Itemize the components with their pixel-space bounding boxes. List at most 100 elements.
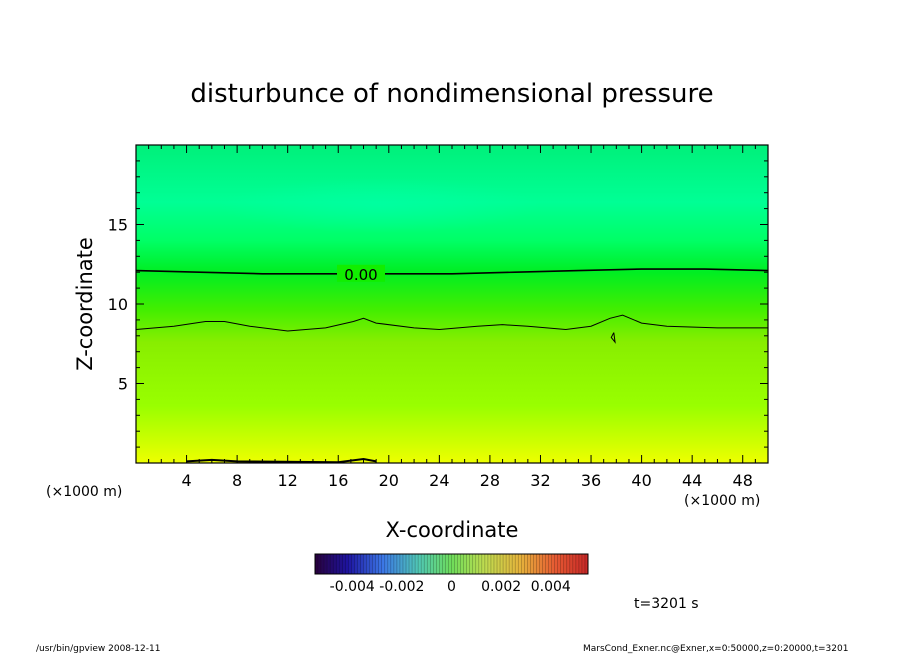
colorbar-cell <box>578 554 583 574</box>
colorbar-cell <box>469 554 474 574</box>
colorbar-cell <box>490 554 495 574</box>
colorbar-cell <box>572 554 577 574</box>
colorbar-cell <box>399 554 404 574</box>
colorbar-cell <box>521 554 525 574</box>
colorbar-tick-label: -0.004 <box>330 579 375 595</box>
colorbar-cell <box>539 554 543 574</box>
colorbar-cell <box>512 554 516 574</box>
x-tick-label: 32 <box>530 471 550 490</box>
colorbar-cell <box>497 554 501 574</box>
colorbar-cell <box>324 554 328 574</box>
colorbar-cell <box>472 554 477 574</box>
colorbar-cell <box>402 554 407 574</box>
colorbar-cell <box>315 554 319 574</box>
colorbar-cell <box>478 554 483 574</box>
y-axis: 5 10 15 <box>108 160 768 448</box>
colorbar-cell <box>360 554 364 574</box>
colorbar-cell <box>509 554 513 574</box>
x-tick-label: 4 <box>181 471 191 490</box>
colorbar-cell <box>372 554 376 574</box>
footer-left: /usr/bin/gpview 2008-12-11 <box>36 644 160 654</box>
x-tick-label: 16 <box>328 471 348 490</box>
colorbar-frame <box>314 553 589 575</box>
contour-line <box>136 314 768 332</box>
colorbar-cell <box>339 554 343 574</box>
colorbar-cell <box>363 554 367 574</box>
time-label: t=3201 s <box>634 596 699 612</box>
colorbar-cell <box>348 554 352 574</box>
x-tick-label: 48 <box>733 471 753 490</box>
x-tick-label: 28 <box>480 471 500 490</box>
colorbar-cell <box>421 554 425 574</box>
colorbar-cell <box>454 554 458 574</box>
colorbar-cell <box>393 554 398 574</box>
x-tick-label: 44 <box>682 471 702 490</box>
colorbar-cell <box>524 554 528 574</box>
colorbar-cell <box>433 554 437 574</box>
colorbar-cell <box>518 554 522 574</box>
colorbar-cell <box>396 554 401 574</box>
contour-label-bg <box>336 264 385 282</box>
colorbar-cell <box>533 554 537 574</box>
colorbar-cell <box>493 554 498 574</box>
footer-right: MarsCond_Exner.nc@Exner,x=0:50000,z=0:20… <box>583 644 848 654</box>
y-tick-label: 15 <box>108 216 128 235</box>
colorbar-cell <box>545 554 549 574</box>
x-axis-label: X-coordinate <box>386 518 519 542</box>
colorbar-cell <box>575 554 580 574</box>
colorbar-cell <box>475 554 480 574</box>
colorbar-cell <box>418 554 422 574</box>
colorbar-cell <box>584 554 589 574</box>
colorbar-cell <box>457 554 461 574</box>
colorbar-cell <box>345 554 349 574</box>
colorbar-cell <box>366 554 370 574</box>
colorbar-cell <box>451 554 455 574</box>
colorbar-cell <box>381 554 386 574</box>
x-tick-label: 36 <box>581 471 601 490</box>
colorbar-cell <box>527 554 531 574</box>
colorbar-cell <box>500 554 504 574</box>
colorbar-cell <box>409 554 413 574</box>
pressure-field: 0.00 <box>136 145 768 463</box>
colorbar-cell <box>342 554 346 574</box>
y-tick-label: 10 <box>108 295 128 314</box>
contour-label: 0.00 <box>344 266 377 284</box>
colorbar-cell <box>406 554 410 574</box>
colorbar-cell <box>460 554 464 574</box>
colorbar-cell <box>327 554 331 574</box>
y-tick-label: 5 <box>118 375 128 394</box>
colorbar-cell <box>463 554 467 574</box>
colorbar-cell <box>569 554 574 574</box>
colorbar-cell <box>351 554 355 574</box>
colorbar-cell <box>551 554 555 574</box>
colorbar: -0.004 -0.002 0 0.002 0.004 <box>314 553 589 595</box>
colorbar-cell <box>530 554 534 574</box>
x-axis: 4 8 12 16 20 24 28 32 36 40 44 48 <box>148 145 756 490</box>
colorbar-cell <box>442 554 446 574</box>
x-tick-label: 24 <box>429 471 449 490</box>
colorbar-cell <box>439 554 443 574</box>
colorbar-cell <box>554 554 558 574</box>
x-tick-label: 20 <box>379 471 399 490</box>
contour-line <box>136 268 768 275</box>
colorbar-cell <box>336 554 340 574</box>
colorbar-cell <box>560 554 565 574</box>
colorbar-cell <box>581 554 586 574</box>
chart-title: disturbunce of nondimensional pressure <box>190 79 713 109</box>
colorbar-cell <box>357 554 361 574</box>
colorbar-cell <box>390 554 395 574</box>
colorbar-cell <box>563 554 568 574</box>
colorbar-cell <box>448 554 452 574</box>
colorbar-cell <box>487 554 492 574</box>
colorbar-cell <box>430 554 434 574</box>
colorbar-cell <box>566 554 571 574</box>
colorbar-cell <box>424 554 428 574</box>
colorbar-tick-label: 0.002 <box>481 579 521 595</box>
colorbar-tick-label: 0.004 <box>531 579 571 595</box>
colorbar-cell <box>506 554 510 574</box>
colorbar-cell <box>548 554 552 574</box>
colorbar-cell <box>378 554 383 574</box>
colorbar-cell <box>384 554 389 574</box>
colorbar-cell <box>515 554 519 574</box>
